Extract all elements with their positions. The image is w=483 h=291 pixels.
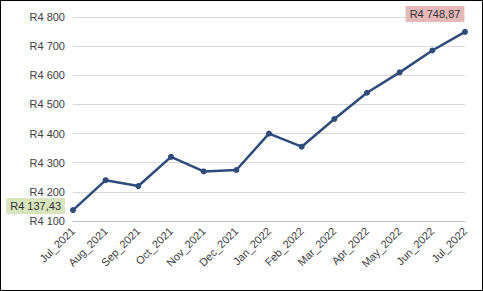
svg-text:R4 400: R4 400 bbox=[30, 128, 65, 140]
svg-text:R4 300: R4 300 bbox=[30, 157, 65, 169]
svg-text:Jun_2022: Jun_2022 bbox=[394, 225, 437, 268]
svg-text:R4 500: R4 500 bbox=[30, 98, 65, 110]
svg-text:R4 137,43: R4 137,43 bbox=[10, 200, 61, 212]
svg-text:Aug_2021: Aug_2021 bbox=[66, 224, 110, 269]
svg-text:Sep_2021: Sep_2021 bbox=[98, 224, 143, 269]
svg-text:R4 200: R4 200 bbox=[30, 186, 65, 198]
svg-text:R4 748,87: R4 748,87 bbox=[410, 8, 461, 20]
svg-text:R4 600: R4 600 bbox=[30, 69, 65, 81]
svg-text:Mar_2022: Mar_2022 bbox=[295, 224, 339, 269]
svg-text:Oct_2021: Oct_2021 bbox=[133, 224, 176, 267]
svg-text:R4 700: R4 700 bbox=[30, 40, 65, 52]
svg-text:May_2022: May_2022 bbox=[359, 224, 404, 270]
svg-text:R4 100: R4 100 bbox=[30, 215, 65, 227]
svg-text:Jul_2021: Jul_2021 bbox=[37, 224, 78, 265]
svg-text:Jan_2022: Jan_2022 bbox=[230, 224, 274, 268]
svg-text:Jul_2022: Jul_2022 bbox=[429, 225, 469, 265]
svg-text:Nov_2021: Nov_2021 bbox=[164, 224, 208, 269]
svg-text:Dec_2021: Dec_2021 bbox=[196, 224, 241, 269]
svg-text:R4 800: R4 800 bbox=[30, 11, 65, 23]
svg-text:Apr_2022: Apr_2022 bbox=[329, 224, 372, 267]
svg-text:Feb_2022: Feb_2022 bbox=[262, 224, 306, 269]
